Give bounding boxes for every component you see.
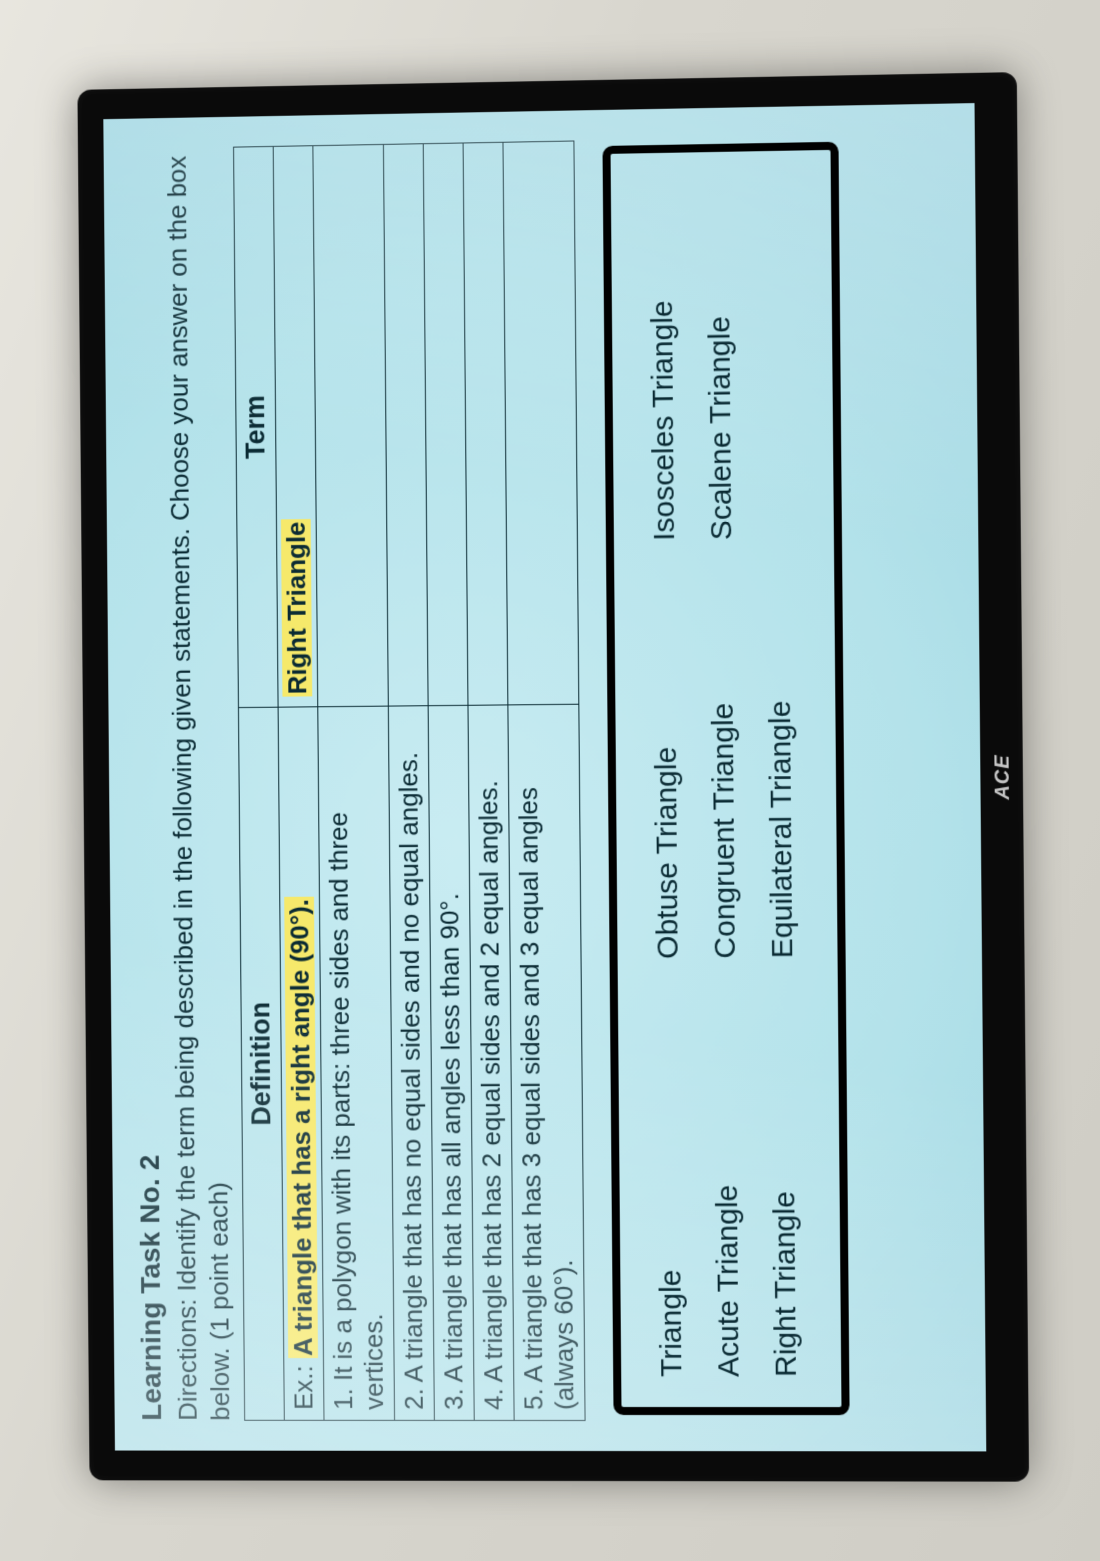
- term-cell-4[interactable]: [463, 142, 508, 705]
- definition-cell-5: 5. A triangle that has 3 equal sides and…: [508, 703, 585, 1420]
- example-definition: Ex.: A triangle that has a right angle (…: [278, 706, 324, 1420]
- photo-frame: Learning Task No. 2 Directions: Identify…: [0, 0, 1100, 1561]
- definition-cell-3: 3. A triangle that has all angles less t…: [428, 705, 474, 1420]
- definition-cell-1: 1. It is a polygon with its parts: three…: [318, 705, 395, 1420]
- term-cell-2[interactable]: [383, 143, 428, 705]
- answer-option: Acute Triangle: [697, 1018, 757, 1376]
- laptop-bezel: Learning Task No. 2 Directions: Identify…: [77, 72, 1029, 1482]
- table-row: 1. It is a polygon with its parts: three…: [313, 144, 395, 1420]
- answer-choices-box: Triangle Acute Triangle Right Triangle O…: [602, 141, 849, 1414]
- screen-content: Learning Task No. 2 Directions: Identify…: [103, 103, 986, 1451]
- directions-text: Directions: Identify the term being desc…: [161, 146, 236, 1420]
- answer-option: Congruent Triangle: [694, 600, 754, 959]
- definitions-table: Definition Term Ex.: A triangle that has…: [233, 140, 586, 1421]
- term-cell-3[interactable]: [423, 142, 468, 704]
- answer-option: Scalene Triangle: [690, 181, 750, 540]
- laptop-brand-label: ACE: [991, 754, 1015, 800]
- answer-option: Right Triangle: [755, 1018, 815, 1377]
- example-label: Ex.:: [288, 1365, 318, 1410]
- term-cell-1[interactable]: [313, 144, 388, 706]
- answer-col-2: Obtuse Triangle Congruent Triangle Equil…: [636, 599, 811, 959]
- header-definition: Definition: [238, 706, 284, 1419]
- answer-col-1: Triangle Acute Triangle Right Triangle: [640, 1018, 815, 1377]
- table-row: 5. A triangle that has 3 equal sides and…: [503, 140, 585, 1420]
- example-highlight: A triangle that has a right angle (90°).: [284, 896, 318, 1357]
- answer-option: Isosceles Triangle: [633, 182, 693, 541]
- example-term-highlight: Right Triangle: [281, 519, 312, 696]
- header-term: Term: [234, 146, 279, 707]
- answer-option: Equilateral Triangle: [751, 599, 811, 958]
- example-term: Right Triangle: [273, 145, 318, 706]
- term-cell-5[interactable]: [503, 140, 579, 704]
- definition-cell-4: 4. A triangle that has 2 equal sides and…: [468, 704, 514, 1420]
- answer-option: Triangle: [640, 1018, 700, 1376]
- example-spacer: [288, 1358, 318, 1365]
- definition-cell-2: 2. A triangle that has no equal sides an…: [388, 705, 434, 1420]
- answer-box-wrapper: Triangle Acute Triangle Right Triangle O…: [602, 135, 849, 1420]
- answer-option: Obtuse Triangle: [636, 600, 696, 958]
- answer-col-3: Isosceles Triangle Scalene Triangle: [633, 180, 808, 541]
